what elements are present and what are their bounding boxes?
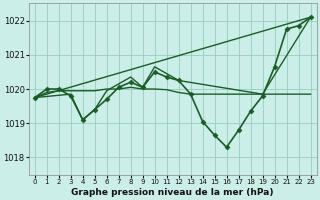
X-axis label: Graphe pression niveau de la mer (hPa): Graphe pression niveau de la mer (hPa): [71, 188, 274, 197]
